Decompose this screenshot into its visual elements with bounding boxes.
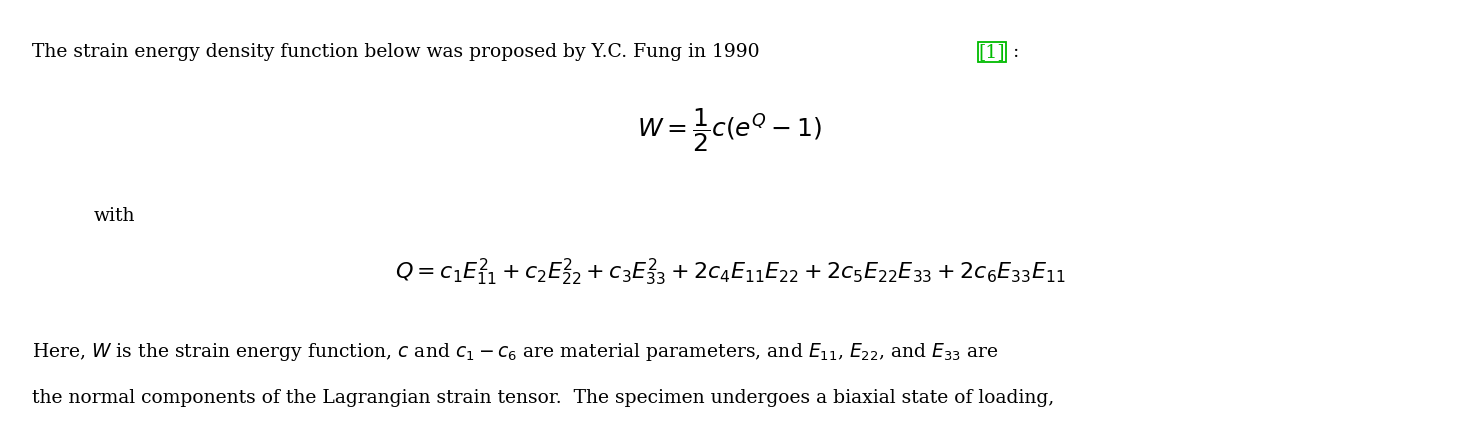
Text: with: with — [93, 207, 134, 225]
Text: [1]: [1] — [978, 43, 1006, 61]
Text: :: : — [1013, 43, 1019, 61]
Text: The strain energy density function below was proposed by Y.C. Fung in 1990: The strain energy density function below… — [32, 43, 765, 61]
Text: $W = \dfrac{1}{2}c(e^{Q} - 1)$: $W = \dfrac{1}{2}c(e^{Q} - 1)$ — [638, 106, 822, 153]
Text: Here, $W$ is the strain energy function, $c$ and $c_1 - c_6$ are material parame: Here, $W$ is the strain energy function,… — [32, 341, 999, 363]
Text: the normal components of the Lagrangian strain tensor.  The specimen undergoes a: the normal components of the Lagrangian … — [32, 389, 1054, 407]
Text: $Q = c_1 E_{11}^2 + c_2 E_{22}^2 + c_3 E_{33}^2 + 2c_4 E_{11} E_{22} + 2c_5 E_{2: $Q = c_1 E_{11}^2 + c_2 E_{22}^2 + c_3 E… — [394, 257, 1066, 288]
